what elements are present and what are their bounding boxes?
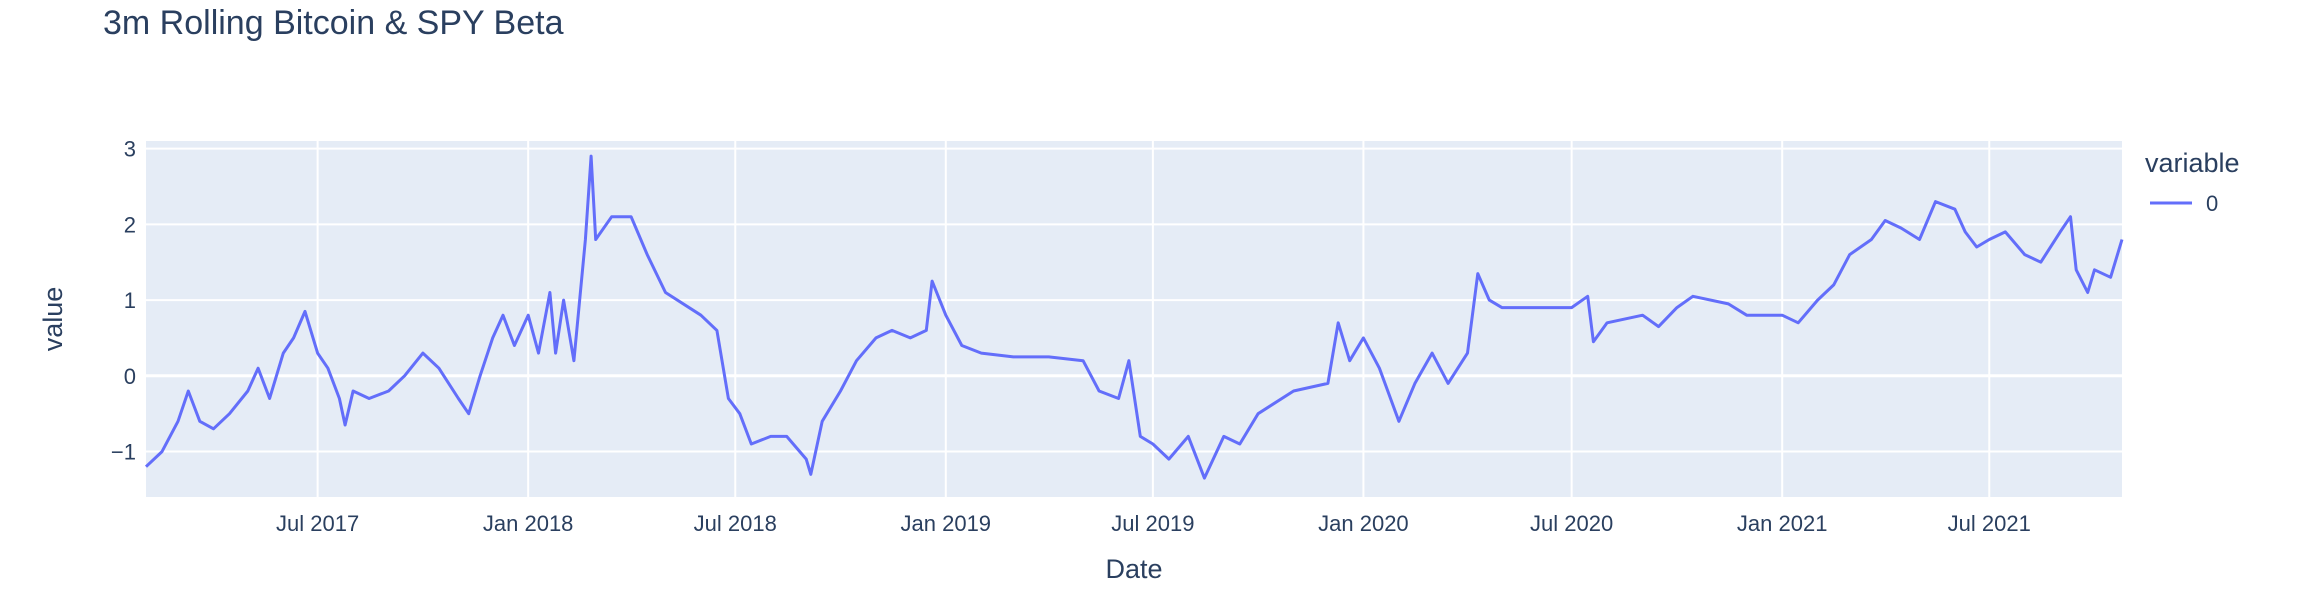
chart-title: 3m Rolling Bitcoin & SPY Beta [103,4,564,42]
x-tick-label: Jan 2018 [483,511,574,536]
y-tick-label: 0 [124,364,136,389]
x-tick-label: Jan 2021 [1737,511,1828,536]
series-line-0[interactable] [144,154,2124,480]
x-tick-label: Jul 2020 [1530,511,1613,536]
x-axis-label: Date [1105,554,1162,584]
plot-area [146,141,2122,497]
y-tick-label: 1 [124,288,136,313]
x-tick-label: Jul 2018 [694,511,777,536]
x-tick-label: Jan 2020 [1318,511,1409,536]
y-tick-label: 2 [124,212,136,237]
y-axis: −1 0 1 2 3 [111,137,136,465]
x-axis: Jul 2017 Jan 2018 Jul 2018 Jan 2019 Jul 2019… [276,511,2031,536]
y-tick-label: −1 [111,440,136,465]
legend-title: variable [2145,148,2240,178]
x-tick-label: Jul 2017 [276,511,359,536]
x-tick-label: Jan 2019 [901,511,992,536]
x-tick-label: Jul 2021 [1948,511,2031,536]
y-axis-label: value [38,287,68,352]
y-tick-label: 3 [124,137,136,162]
grid [146,141,2122,497]
x-tick-label: Jul 2019 [1111,511,1194,536]
legend[interactable]: variable 0 [2145,148,2240,216]
series-layer [144,154,2124,480]
legend-item-0: 0 [2206,191,2218,216]
